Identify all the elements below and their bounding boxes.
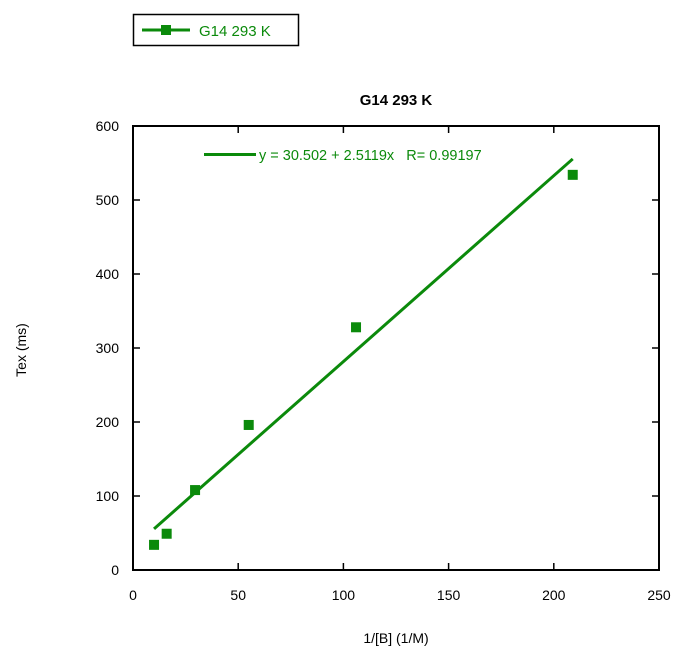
x-axis-label: 1/[B] (1/M) [363, 630, 428, 646]
y-tick-label: 0 [111, 562, 119, 578]
y-tick-label: 100 [96, 488, 120, 504]
y-tick-label: 300 [96, 340, 120, 356]
x-axis-ticks: 0 50 100 150 200 250 [129, 126, 671, 603]
x-tick-label: 200 [542, 587, 566, 603]
x-tick-label: 150 [437, 587, 461, 603]
data-point [149, 539, 160, 550]
legend: G14 293 K [132, 13, 300, 47]
x-tick-label: 250 [647, 587, 671, 603]
y-axis-label: Tex (ms) [13, 323, 29, 377]
legend-marker [161, 25, 171, 35]
fit-layer [153, 157, 574, 530]
data-point [567, 169, 578, 180]
y-tick-label: 200 [96, 414, 120, 430]
legend-label: G14 293 K [199, 23, 271, 40]
chart-title: G14 293 K [360, 92, 433, 109]
y-tick-label: 600 [96, 118, 120, 134]
data-point [243, 419, 254, 430]
data-points [149, 169, 578, 550]
y-axis-ticks: 0 100 200 300 400 500 600 [96, 118, 659, 578]
x-tick-label: 0 [129, 587, 137, 603]
plot-area [132, 125, 660, 571]
fit-line [153, 157, 574, 530]
y-tick-label: 500 [96, 192, 120, 208]
x-tick-label: 50 [230, 587, 246, 603]
fit-equation-label: y = 30.502 + 2.5119x R= 0.99197 [259, 148, 482, 164]
x-tick-label: 100 [332, 587, 356, 603]
data-point [351, 322, 362, 333]
data-point [161, 528, 172, 539]
y-tick-label: 400 [96, 266, 120, 282]
data-point [190, 485, 201, 496]
